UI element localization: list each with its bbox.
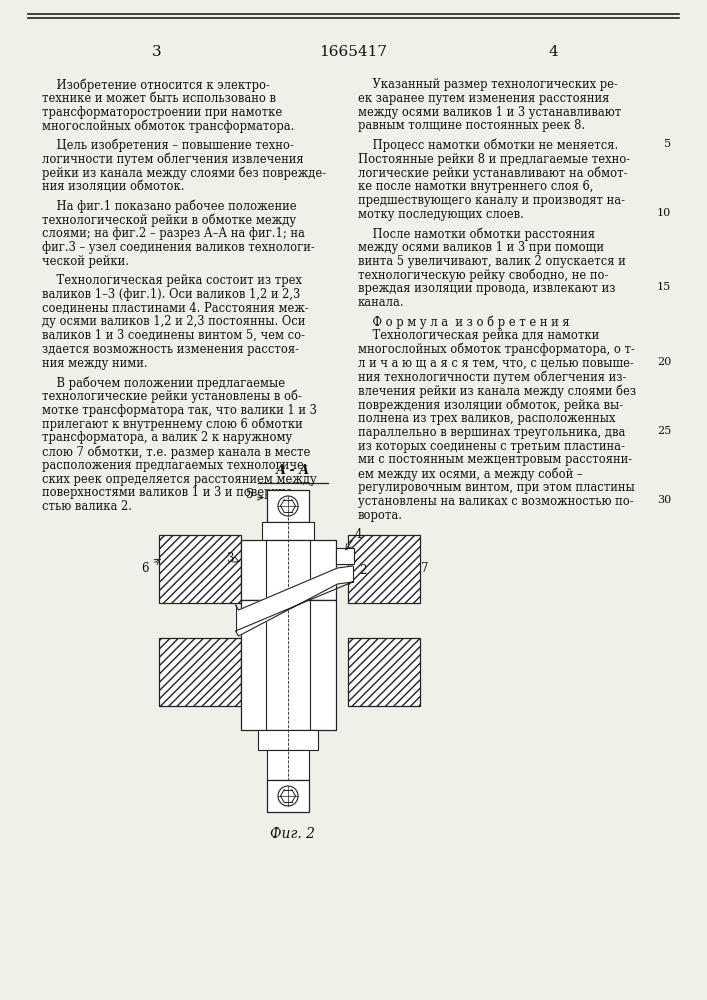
Bar [267,780,309,812]
Text: ния между ними.: ния между ними. [42,357,148,370]
Text: фиг.3 – узел соединения валиков технологи-: фиг.3 – узел соединения валиков технолог… [42,241,315,254]
Text: ческой рейки.: ческой рейки. [42,255,129,268]
Text: винта 5 увеличивают, валик 2 опускается и: винта 5 увеличивают, валик 2 опускается … [358,255,626,268]
Text: логические рейки устанавливают на обмот-: логические рейки устанавливают на обмот- [358,166,628,180]
Text: технологической рейки в обмотке между: технологической рейки в обмотке между [42,213,296,227]
Bar [158,638,240,706]
Text: расположения предлагаемых технологиче-: расположения предлагаемых технологиче- [42,459,308,472]
Text: трансформаторостроении при намотке: трансформаторостроении при намотке [42,106,282,119]
Text: Указанный размер технологических ре-: Указанный размер технологических ре- [358,78,618,91]
Text: Цель изобретения – повышение техно-: Цель изобретения – повышение техно- [42,139,293,152]
Text: 20: 20 [657,357,671,367]
Text: После намотки обмотки расстояния: После намотки обмотки расстояния [358,227,595,241]
Text: 3: 3 [152,45,162,59]
Text: рейки из канала между слоями без поврежде-: рейки из канала между слоями без поврежд… [42,166,326,180]
Text: 3: 3 [226,552,234,564]
Text: технологическую рейку свободно, не по-: технологическую рейку свободно, не по- [358,268,609,282]
Text: ек заранее путем изменения расстояния: ек заранее путем изменения расстояния [358,92,609,105]
Text: здается возможность изменения расстоя-: здается возможность изменения расстоя- [42,343,299,356]
Bar [267,750,309,780]
Text: соединены пластинами 4. Расстояния меж-: соединены пластинами 4. Расстояния меж- [42,302,309,315]
Text: многослойных обмоток трансформатора, о т-: многослойных обмоток трансформатора, о т… [358,343,635,356]
Bar [240,600,336,730]
Text: между осями валиков 1 и 3 при помощи: между осями валиков 1 и 3 при помощи [358,241,604,254]
Text: 30: 30 [657,495,671,505]
Text: л и ч а ю щ а я с я тем, что, с целью повыше-: л и ч а ю щ а я с я тем, что, с целью по… [358,357,634,370]
Text: ми с постоянным межцентровым расстояни-: ми с постоянным межцентровым расстояни- [358,453,632,466]
Text: параллельно в вершинах треугольника, два: параллельно в вершинах треугольника, два [358,426,626,439]
Text: ду осями валиков 1,2 и 2,3 постоянны. Оси: ду осями валиков 1,2 и 2,3 постоянны. Ос… [42,315,305,328]
Text: Фиг. 2: Фиг. 2 [271,827,315,841]
Text: из которых соединены с третьим пластина-: из которых соединены с третьим пластина- [358,440,625,453]
Text: Изобретение относится к электро-: Изобретение относится к электро- [42,78,270,92]
Text: канала.: канала. [358,296,404,309]
Text: валиков 1–3 (фиг.1). Оси валиков 1,2 и 2,3: валиков 1–3 (фиг.1). Оси валиков 1,2 и 2… [42,288,300,301]
Text: Технологическая рейка состоит из трех: Технологическая рейка состоит из трех [42,274,302,287]
Text: технологические рейки установлены в об-: технологические рейки установлены в об- [42,390,302,403]
Text: ворота.: ворота. [358,509,403,522]
Bar [348,535,419,603]
Text: ем между их осями, а между собой –: ем между их осями, а между собой – [358,467,583,481]
Bar [336,548,354,564]
Text: 1665417: 1665417 [319,45,387,59]
Bar [267,490,309,522]
Text: В рабочем положении предлагаемые: В рабочем положении предлагаемые [42,376,285,390]
Text: 7: 7 [421,562,429,576]
Text: мотку последующих слоев.: мотку последующих слоев. [358,208,524,221]
Text: 2: 2 [359,564,367,576]
Text: влечения рейки из канала между слоями без: влечения рейки из канала между слоями бе… [358,384,636,398]
Bar [240,540,336,600]
Text: прилегают к внутреннему слою 6 обмотки: прилегают к внутреннему слою 6 обмотки [42,417,303,431]
Circle shape [278,786,298,806]
Text: ке после намотки внутреннего слоя 6,: ке после намотки внутреннего слоя 6, [358,180,593,193]
Text: ния изоляции обмоток.: ния изоляции обмоток. [42,180,185,193]
Text: повреждения изоляции обмоток, рейка вы-: повреждения изоляции обмоток, рейка вы- [358,398,623,412]
Text: 10: 10 [657,208,671,218]
Text: логичности путем облегчения извлечения: логичности путем облегчения извлечения [42,153,303,166]
Text: полнена из трех валиков, расположенных: полнена из трех валиков, расположенных [358,412,616,425]
Bar [258,730,318,750]
Text: ния технологичности путем облегчения из-: ния технологичности путем облегчения из- [358,371,626,384]
Text: стью валика 2.: стью валика 2. [42,500,132,513]
Text: трансформатора, а валик 2 к наружному: трансформатора, а валик 2 к наружному [42,431,292,444]
Text: вреждая изоляции провода, извлекают из: вреждая изоляции провода, извлекают из [358,282,616,295]
Text: Технологическая рейка для намотки: Технологическая рейка для намотки [358,329,600,342]
Text: слоями; на фиг.2 – разрез А–А на фиг.1; на: слоями; на фиг.2 – разрез А–А на фиг.1; … [42,227,305,240]
Text: регулировочным винтом, при этом пластины: регулировочным винтом, при этом пластины [358,481,635,494]
Text: между осями валиков 1 и 3 устанавливают: между осями валиков 1 и 3 устанавливают [358,106,621,119]
Text: слою 7 обмотки, т.е. размер канала в месте: слою 7 обмотки, т.е. размер канала в мес… [42,445,310,459]
Text: 6: 6 [141,562,148,576]
Text: многослойных обмоток трансформатора.: многослойных обмоток трансформатора. [42,119,294,133]
Text: 25: 25 [657,426,671,436]
Text: мотке трансформатора так, что валики 1 и 3: мотке трансформатора так, что валики 1 и… [42,404,317,417]
Text: 5: 5 [246,488,254,502]
Circle shape [278,496,298,516]
Polygon shape [235,566,353,636]
Text: Процесс намотки обмотки не меняется.: Процесс намотки обмотки не меняется. [358,139,618,152]
Text: равным толщине постоянных реек 8.: равным толщине постоянных реек 8. [358,119,585,132]
Bar [158,535,240,603]
Text: Ф о р м у л а  и з о б р е т е н и я: Ф о р м у л а и з о б р е т е н и я [358,315,570,329]
Bar [262,522,314,540]
Text: установлены на валиках с возможностью по-: установлены на валиках с возможностью по… [358,495,633,508]
Text: Постоянные рейки 8 и предлагаемые техно-: Постоянные рейки 8 и предлагаемые техно- [358,153,630,166]
Text: технике и может быть использовано в: технике и может быть использовано в [42,92,276,105]
Text: поверхностями валиков 1 и 3 и поверхно-: поверхностями валиков 1 и 3 и поверхно- [42,486,296,499]
Text: 15: 15 [657,282,671,292]
Text: валиков 1 и 3 соединены винтом 5, чем со-: валиков 1 и 3 соединены винтом 5, чем со… [42,329,305,342]
Text: ских реек определяется расстоянием между: ских реек определяется расстоянием между [42,473,317,486]
Text: 4: 4 [548,45,558,59]
Text: предшествующего каналу и производят на-: предшествующего каналу и производят на- [358,194,625,207]
Text: 4: 4 [354,528,362,542]
Text: 5: 5 [664,139,671,149]
Bar [348,638,419,706]
Text: На фиг.1 показано рабочее положение: На фиг.1 показано рабочее положение [42,199,297,213]
Text: А - А: А - А [276,464,310,477]
